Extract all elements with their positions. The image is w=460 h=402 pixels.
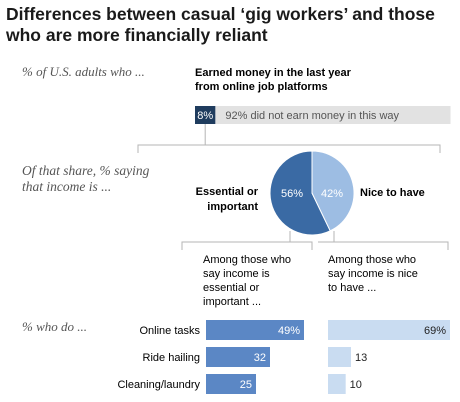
- among-nice-line3: to have ...: [328, 282, 376, 294]
- earned-header-line1: Earned money in the last year: [195, 67, 352, 79]
- row-label-online-tasks: Online tasks: [139, 325, 200, 337]
- who-do-label: % who do ...: [22, 319, 87, 334]
- nice-to-have-label: Nice to have: [360, 187, 425, 199]
- bar-nice-to-have: [328, 347, 351, 367]
- pie-slice-essential: [269, 150, 331, 236]
- among-essential-line2: say income is: [203, 268, 270, 280]
- among-essential-line3: essential or: [203, 282, 260, 294]
- bar-essential-label: 32: [254, 352, 266, 364]
- among-essential-line1: Among those who: [203, 254, 291, 266]
- bar-essential: [206, 320, 304, 340]
- bar-essential-label: 49%: [278, 325, 300, 337]
- bar-essential-label: 25: [240, 379, 252, 391]
- row-label-cleaning-laundry: Cleaning/laundry: [117, 379, 200, 391]
- bar-essential: [206, 374, 256, 394]
- chart-title: Differences between casual ‘gig workers’…: [6, 4, 435, 45]
- share-adults-label: % of U.S. adults who ...: [22, 64, 145, 79]
- bar-nice-to-have: [328, 320, 450, 340]
- pie-label-essential: 56%: [281, 188, 303, 200]
- essential-label-line1: Essential or: [196, 186, 259, 198]
- among-nice-line2: say income is nice: [328, 268, 418, 280]
- essential-label-line2: important: [207, 201, 258, 213]
- connector-essential: [181, 231, 313, 250]
- bar-nice-to-have-label: 10: [350, 379, 362, 391]
- of-that-share-line1: Of that share, % saying: [22, 163, 150, 178]
- earned-header-line2: from online job platforms: [195, 81, 328, 93]
- bar-nice-to-have-label: 13: [355, 352, 367, 364]
- among-nice-line1: Among those who: [328, 254, 416, 266]
- bar-nice-to-have: [328, 374, 346, 394]
- earned-bar-label: 8%: [197, 110, 213, 122]
- did-not-earn-bar: [215, 106, 451, 124]
- did-not-earn-label: 92% did not earn money in this way: [225, 110, 399, 122]
- among-essential-line4: important ...: [203, 296, 261, 308]
- bar-nice-to-have-label: 69%: [424, 325, 446, 337]
- earned-bar: [195, 106, 216, 124]
- row-label-ride-hailing: Ride hailing: [143, 352, 200, 364]
- bar-essential: [206, 347, 270, 367]
- pie-label-nice-to-have: 42%: [321, 188, 343, 200]
- of-that-share-line2: that income is ...: [22, 179, 111, 194]
- connector-bracket: [137, 124, 441, 153]
- connector-nice: [318, 231, 449, 250]
- pie-slice-nice-to-have: [311, 150, 355, 232]
